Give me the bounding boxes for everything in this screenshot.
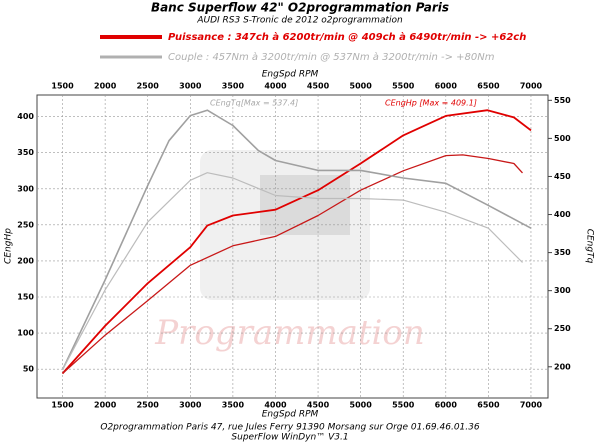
y2-axis-label: CEngTq xyxy=(585,229,595,264)
y-tick-label: 300 xyxy=(17,184,34,193)
y-tick-label: 200 xyxy=(17,256,34,265)
y2-tick-label: 450 xyxy=(554,172,571,181)
footer: SuperFlow WinDyn™ V3.1 xyxy=(231,433,348,443)
y-tick-label: 150 xyxy=(17,293,34,302)
x-tick-label: 5500 xyxy=(392,82,415,91)
legend-label: Puissance : 347ch à 6200tr/min @ 409ch à… xyxy=(168,31,526,43)
x-tick-label: 5500 xyxy=(392,401,415,410)
data-line xyxy=(61,109,532,375)
data-line xyxy=(61,109,532,371)
y2-tick-label: 300 xyxy=(554,286,571,295)
y2-tick-label: 400 xyxy=(554,210,571,219)
x-tick-label: 3000 xyxy=(179,82,202,91)
x-tick-label: 3000 xyxy=(179,401,202,410)
y2-tick-label: 350 xyxy=(554,248,571,257)
legend-label: Couple : 457Nm à 3200tr/min @ 537Nm à 32… xyxy=(168,51,495,63)
x-tick-label: 3500 xyxy=(222,82,245,91)
x-tick-label: 2000 xyxy=(94,82,117,91)
x-tick-label: 6000 xyxy=(435,401,458,410)
x-tick-label: 7000 xyxy=(520,82,543,91)
y2-tick-label: 550 xyxy=(554,96,571,105)
chart-title: Banc Superflow 42" O2programmation Paris xyxy=(151,1,449,15)
x-tick-label: 5000 xyxy=(350,82,373,91)
y-tick-label: 100 xyxy=(17,329,34,338)
chart-subtitle: AUDI RS3 S-Tronic de 2012 o2programmatio… xyxy=(196,16,403,26)
y-tick-label: 250 xyxy=(17,220,34,229)
x-tick-label: 7000 xyxy=(520,401,543,410)
annotation: CEngHp [Max = 409.1] xyxy=(385,99,477,108)
y2-tick-label: 500 xyxy=(554,134,571,143)
x-tick-label: 1500 xyxy=(51,401,74,410)
x-tick-label: 4500 xyxy=(307,401,330,410)
x-tick-label: 2500 xyxy=(137,401,160,410)
footer: O2programmation Paris 47, rue Jules Ferr… xyxy=(100,423,479,433)
x-tick-label: 6000 xyxy=(435,82,458,91)
y-tick-label: 400 xyxy=(17,112,34,121)
y-tick-label: 50 xyxy=(23,365,35,374)
x-axis-label: EngSpd RPM xyxy=(262,410,319,420)
x-tick-label: 4000 xyxy=(264,401,287,410)
x-tick-label: 3500 xyxy=(222,401,245,410)
x-tick-label: 6500 xyxy=(477,82,500,91)
y2-tick-label: 200 xyxy=(554,362,571,371)
data-line xyxy=(62,154,523,374)
x-tick-label: 2500 xyxy=(137,82,160,91)
y-tick-label: 350 xyxy=(17,148,34,157)
x-tick-label: 4500 xyxy=(307,82,330,91)
x-tick-label: 2000 xyxy=(94,401,117,410)
x-tick-label: 1500 xyxy=(51,82,74,91)
x-axis-label: EngSpd RPM xyxy=(262,70,319,80)
annotation: CEngTq[Max = 537.4] xyxy=(210,99,298,108)
x-tick-label: 6500 xyxy=(477,401,500,410)
x-tick-label: 4000 xyxy=(264,82,287,91)
y-axis-label: CEngHp xyxy=(4,228,14,264)
x-tick-label: 5000 xyxy=(350,401,373,410)
y2-tick-label: 250 xyxy=(554,324,571,333)
data-line xyxy=(61,172,523,371)
